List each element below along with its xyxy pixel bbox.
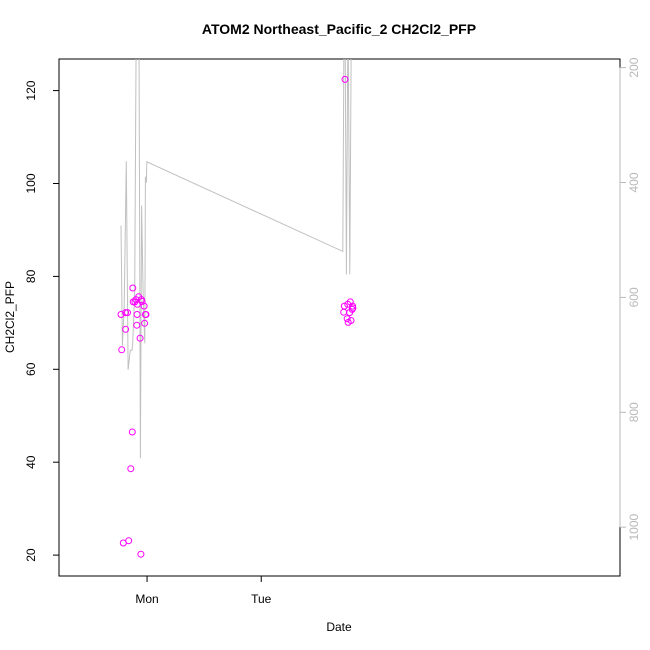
data-point bbox=[137, 550, 145, 558]
data-point bbox=[124, 309, 131, 317]
y-tick-label: 80 bbox=[24, 269, 38, 283]
x-tick-label: Tue bbox=[251, 592, 272, 606]
y2-tick-label: 400 bbox=[627, 172, 641, 192]
data-point bbox=[125, 537, 133, 545]
data-point bbox=[122, 309, 130, 317]
data-point bbox=[133, 311, 141, 318]
y2-tick-label: 600 bbox=[627, 287, 641, 307]
chart-title: ATOM2 Northeast_Pacific_2 CH2Cl2_PFP bbox=[202, 21, 476, 37]
bottom-axis: Mon Tue bbox=[135, 575, 272, 606]
data-point bbox=[349, 304, 357, 312]
data-point bbox=[347, 317, 355, 324]
y2-tick-label: 1000 bbox=[627, 514, 641, 541]
y-tick-label: 120 bbox=[24, 80, 38, 100]
y2-tick-label: 800 bbox=[627, 402, 641, 422]
left-axis: 20 40 60 80 100 120 bbox=[24, 80, 60, 562]
data-point bbox=[140, 302, 148, 310]
data-point bbox=[343, 315, 351, 323]
data-point bbox=[142, 311, 150, 318]
right-axis: 200 400 600 800 1000 bbox=[619, 57, 641, 541]
data-point bbox=[128, 428, 136, 436]
line-series-path bbox=[120, 59, 352, 459]
data-point bbox=[118, 346, 126, 354]
line-series bbox=[120, 59, 352, 459]
data-point bbox=[122, 325, 130, 333]
y-tick-label: 100 bbox=[24, 173, 38, 193]
data-point bbox=[340, 308, 348, 316]
data-point bbox=[138, 298, 146, 305]
data-point bbox=[141, 319, 149, 327]
y2-tick-label: 200 bbox=[627, 57, 641, 77]
x-tick-label: Mon bbox=[135, 592, 158, 606]
data-point bbox=[127, 465, 135, 473]
data-point bbox=[341, 75, 349, 83]
data-point bbox=[340, 302, 348, 310]
y-tick-label: 60 bbox=[24, 362, 38, 376]
data-point bbox=[136, 334, 144, 342]
data-point bbox=[133, 321, 141, 329]
plot-area-frame bbox=[58, 58, 621, 577]
x-axis-label: Date bbox=[326, 620, 352, 634]
y-tick-label: 20 bbox=[24, 548, 38, 562]
y-tick-label: 40 bbox=[24, 455, 38, 469]
data-point bbox=[117, 311, 125, 318]
y-axis-label: CH2Cl2_PFP bbox=[3, 281, 17, 353]
data-point bbox=[346, 298, 354, 306]
point-series bbox=[117, 75, 357, 558]
data-point bbox=[129, 284, 137, 292]
